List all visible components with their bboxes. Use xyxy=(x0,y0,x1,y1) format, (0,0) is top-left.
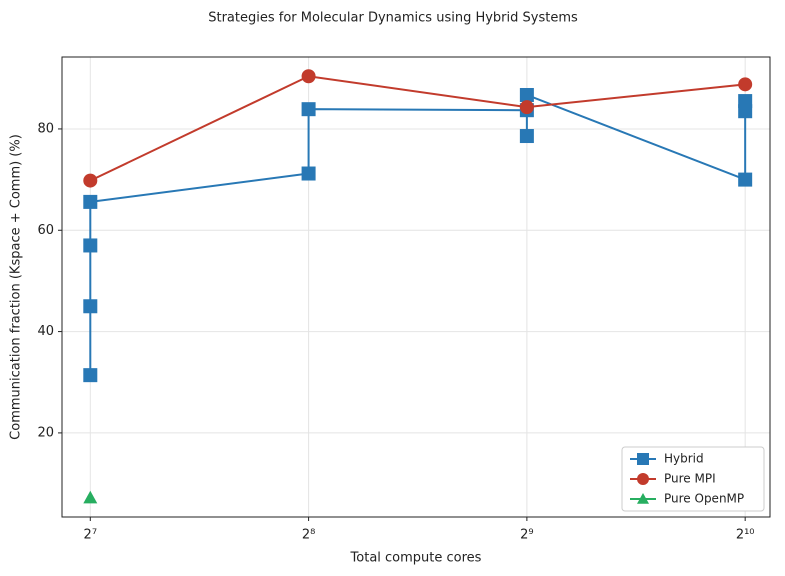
marker xyxy=(738,172,753,187)
marker xyxy=(519,129,534,144)
y-tick-label: 40 xyxy=(37,324,54,339)
legend-label: Hybrid xyxy=(664,452,704,466)
marker xyxy=(83,194,98,209)
y-tick-label: 80 xyxy=(37,121,54,136)
x-tick-label: 2⁹ xyxy=(520,528,533,543)
series-line xyxy=(89,93,747,376)
legend-label: Pure OpenMP xyxy=(664,492,744,506)
marker xyxy=(301,166,316,181)
plot-frame xyxy=(61,56,771,518)
y-axis-label: Communication fraction (Kspace + Comm) (… xyxy=(9,134,24,440)
marker xyxy=(738,77,753,92)
marker xyxy=(83,490,98,504)
x-tick-label: 2⁷ xyxy=(84,528,97,543)
legend: Hybrid Pure MPI Pure OpenMP xyxy=(621,446,765,512)
marker xyxy=(83,299,98,314)
x-tick-label: 2⁸ xyxy=(302,528,315,543)
marker xyxy=(83,173,98,188)
marker xyxy=(83,238,98,253)
marker xyxy=(637,473,649,485)
series-line xyxy=(89,75,746,182)
legend-label: Pure MPI xyxy=(664,472,716,486)
marker xyxy=(519,87,534,102)
marker xyxy=(519,100,534,115)
marker xyxy=(637,453,649,465)
x-tick-label: 2¹⁰ xyxy=(736,528,755,543)
x-axis-label: Total compute cores xyxy=(350,551,482,566)
y-tick-label: 60 xyxy=(37,223,54,238)
marker xyxy=(738,94,753,109)
marker xyxy=(301,69,316,84)
marker xyxy=(637,493,649,504)
marker xyxy=(301,102,316,117)
legend-box xyxy=(621,446,765,512)
marker xyxy=(83,368,98,383)
y-tick-label: 20 xyxy=(37,425,54,440)
chart-title: Strategies for Molecular Dynamics using … xyxy=(208,11,578,26)
